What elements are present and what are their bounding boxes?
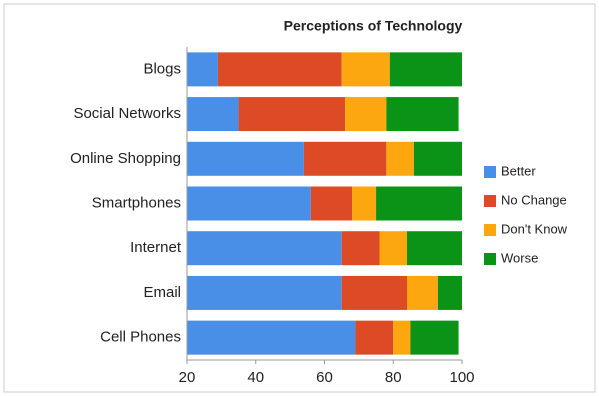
legend-swatch bbox=[484, 195, 496, 207]
bar-segment bbox=[187, 141, 304, 176]
legend-swatch bbox=[484, 166, 496, 178]
bar-segment bbox=[352, 186, 377, 221]
y-tick-label: Internet bbox=[130, 239, 182, 256]
bar-segment bbox=[187, 52, 218, 87]
bar-segment bbox=[341, 231, 380, 266]
y-tick-label: Blogs bbox=[143, 60, 181, 77]
legend-label: Worse bbox=[501, 250, 538, 265]
bar-segment bbox=[187, 320, 356, 355]
y-tick-label: Smartphones bbox=[92, 194, 181, 211]
legend-swatch bbox=[484, 224, 496, 236]
bar-segment bbox=[238, 97, 346, 132]
bar-segment bbox=[407, 231, 462, 266]
x-tick-label: 40 bbox=[247, 369, 264, 386]
bar-segment bbox=[393, 320, 411, 355]
bar-segment bbox=[303, 141, 387, 176]
bar-segment bbox=[341, 275, 407, 310]
bar-segment bbox=[389, 52, 462, 87]
y-tick-label: Online Shopping bbox=[70, 150, 181, 167]
bar-segment bbox=[187, 231, 342, 266]
bar-segment bbox=[187, 97, 239, 132]
legend-label: No Change bbox=[501, 192, 567, 207]
bar-segment bbox=[310, 186, 352, 221]
x-tick-label: 100 bbox=[449, 369, 474, 386]
bar-segment bbox=[355, 320, 394, 355]
legend-label: Better bbox=[501, 163, 536, 178]
bar-segment bbox=[410, 320, 459, 355]
y-tick-label: Email bbox=[143, 284, 181, 301]
legend-label: Don't Know bbox=[501, 221, 568, 236]
bar-segment bbox=[376, 186, 462, 221]
chart-title: Perceptions of Technology bbox=[284, 18, 463, 34]
bar-segment bbox=[379, 231, 407, 266]
bars bbox=[187, 52, 462, 355]
bar-segment bbox=[413, 141, 462, 176]
bar-segment bbox=[341, 52, 390, 87]
bar-segment bbox=[386, 97, 459, 132]
bar-segment bbox=[217, 52, 342, 87]
bar-segment bbox=[386, 141, 414, 176]
y-tick-label: Cell Phones bbox=[100, 329, 181, 346]
bar-segment bbox=[437, 275, 462, 310]
bar-segment bbox=[345, 97, 387, 132]
bar-segment bbox=[187, 186, 311, 221]
bar-segment bbox=[187, 275, 342, 310]
x-tick-label: 60 bbox=[316, 369, 333, 386]
legend-swatch bbox=[484, 253, 496, 265]
y-tick-label: Social Networks bbox=[73, 105, 181, 122]
x-tick-label: 20 bbox=[179, 369, 196, 386]
bar-segment bbox=[407, 275, 438, 310]
x-tick-label: 80 bbox=[385, 369, 402, 386]
